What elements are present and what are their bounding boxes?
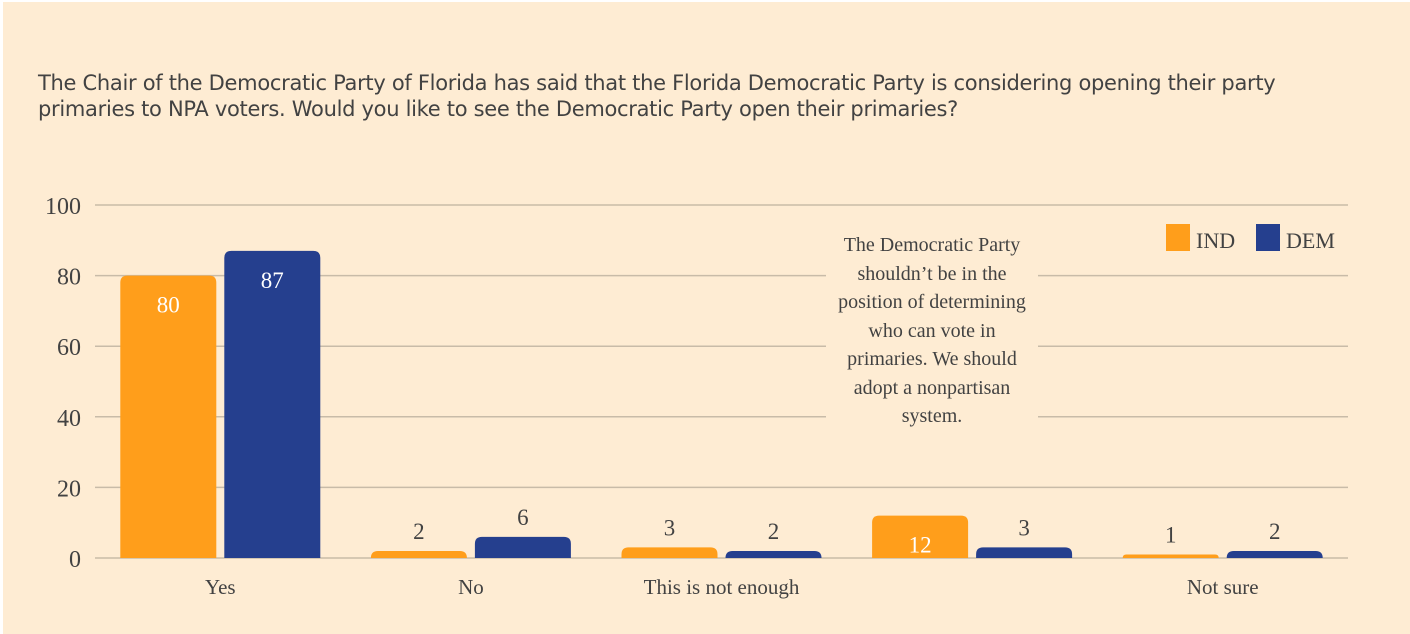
- legend-label-ind: IND: [1196, 228, 1235, 253]
- value-label-dem-3: 3: [1018, 515, 1030, 540]
- bar-dem-1: [474, 536, 571, 558]
- x-axis-labels: Yes No This is not enough Not sure: [205, 575, 1259, 599]
- bars: [120, 250, 1323, 558]
- y-tick-label: 20: [57, 476, 81, 502]
- y-tick-label: 100: [45, 194, 81, 220]
- value-label-dem-2: 2: [768, 519, 780, 544]
- bar-ind-0: [120, 275, 217, 558]
- y-axis-ticks: 0 20 40 60 80 100: [45, 194, 81, 573]
- value-label-dem-1: 6: [517, 505, 529, 530]
- bar-ind-3: [872, 515, 969, 558]
- category-label-0: Yes: [205, 575, 236, 599]
- y-tick-label: 60: [57, 335, 81, 361]
- bar-ind-2: [621, 547, 718, 558]
- bar-dem-3: [976, 547, 1073, 558]
- value-label-ind-2: 3: [664, 515, 676, 540]
- bar-dem-2: [725, 550, 822, 558]
- value-label-dem-0: 87: [261, 268, 284, 293]
- value-label-ind-1: 2: [413, 519, 425, 544]
- bar-dem-0: [224, 250, 321, 558]
- category-label-1: No: [458, 575, 484, 599]
- category-4-annotation: The Democratic Party shouldn’t be in the…: [826, 231, 1038, 431]
- chart-title: The Chair of the Democratic Party of Flo…: [38, 71, 1276, 121]
- category-label-2: This is not enough: [644, 575, 800, 599]
- y-tick-label: 0: [69, 547, 81, 573]
- legend-label-dem: DEM: [1286, 228, 1335, 253]
- bar-ind-1: [370, 550, 467, 558]
- value-label-ind-0: 80: [157, 293, 180, 318]
- value-label-ind-3: 12: [909, 533, 932, 558]
- legend-swatch-dem: [1256, 224, 1280, 251]
- category-label-4: Not sure: [1187, 575, 1259, 599]
- y-tick-label: 40: [57, 406, 81, 432]
- y-tick-label: 80: [57, 265, 81, 291]
- value-label-dem-4: 2: [1269, 519, 1281, 544]
- bar-dem-4: [1226, 550, 1323, 558]
- value-label-ind-4: 1: [1165, 522, 1177, 547]
- bar-ind-4: [1122, 554, 1219, 558]
- legend: IND DEM: [1166, 224, 1335, 253]
- legend-swatch-ind: [1166, 224, 1190, 251]
